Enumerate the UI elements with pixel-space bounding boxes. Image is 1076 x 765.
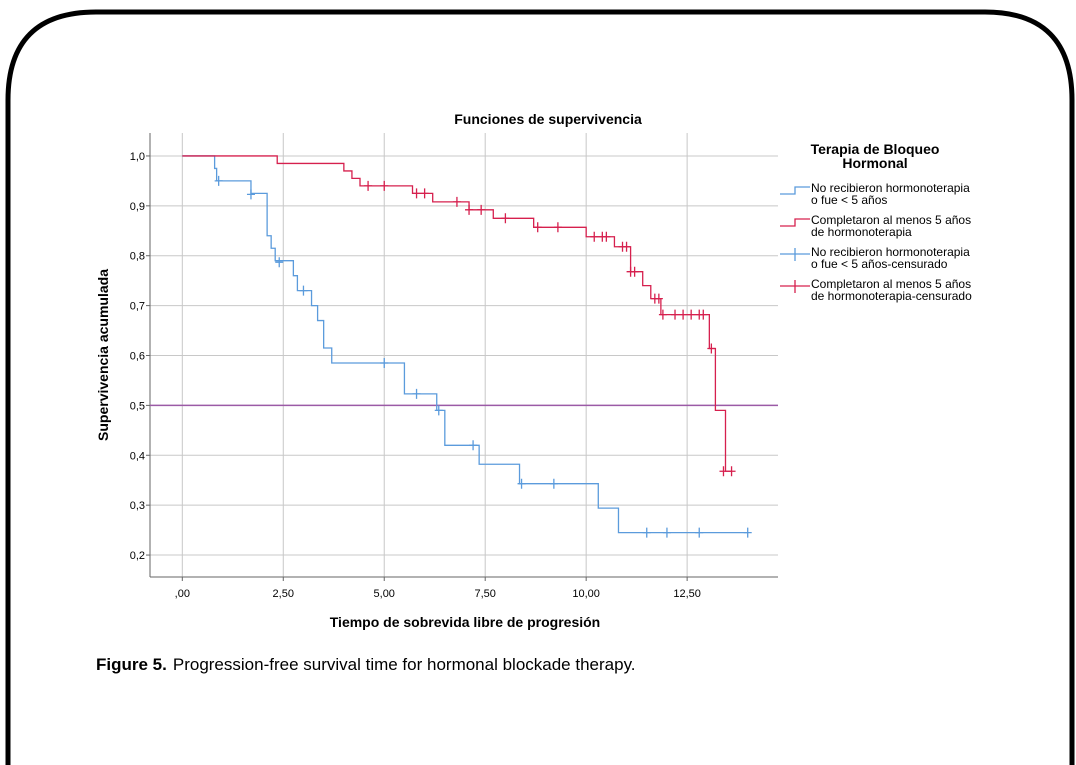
censor-mark	[549, 478, 558, 489]
legend-entry: No recibieron hormonoterapia o fue < 5 a…	[780, 246, 1070, 278]
x-axis-label: Tiempo de sobrevida libre de progresión	[330, 614, 600, 630]
censor-mark	[501, 213, 510, 224]
y-tick-label: 0,8	[130, 251, 145, 263]
censor-mark	[699, 309, 708, 320]
censor-mark	[727, 466, 736, 477]
legend: Terapia de Bloqueo Hormonal No recibiero…	[780, 142, 1070, 310]
y-tick-label: 0,7	[130, 301, 145, 313]
censor-mark	[679, 309, 688, 320]
censor-mark	[654, 293, 663, 304]
legend-label: Completaron al menos 5 años de hormonote…	[811, 277, 972, 303]
censor-mark	[671, 309, 680, 320]
censor-mark	[553, 222, 562, 233]
censor-mark	[246, 189, 255, 200]
y-tick-label: 0,4	[130, 450, 145, 462]
legend-symbol	[780, 186, 810, 195]
legend-entry: Completaron al menos 5 años de hormonote…	[780, 214, 1070, 246]
censor-mark	[533, 222, 542, 233]
survival-curve	[182, 155, 748, 534]
y-tick-label: 0,3	[130, 500, 145, 512]
legend-label: Completaron al menos 5 años de hormonote…	[811, 213, 972, 239]
censor-mark	[658, 309, 667, 320]
x-tick-label: 7,50	[474, 588, 495, 600]
censor-mark	[420, 188, 429, 199]
y-axis-label: Supervivencia acumulada	[95, 269, 111, 441]
censor-mark	[465, 204, 474, 215]
x-tick-label: 2,50	[273, 588, 294, 600]
x-tick-label: 5,00	[374, 588, 395, 600]
censor-mark	[214, 175, 223, 186]
censor-mark	[412, 388, 421, 399]
censor-mark	[622, 241, 631, 252]
censor-mark	[434, 405, 443, 416]
y-tick-label: 0,6	[130, 350, 145, 362]
legend-symbol	[780, 218, 810, 227]
censor-mark	[662, 527, 671, 538]
legend-line	[780, 280, 810, 293]
legend-label: No recibieron hormonoterapia o fue < 5 a…	[811, 181, 970, 207]
caption-label: Figure 5.	[96, 655, 167, 674]
censor-mark	[275, 257, 284, 268]
x-tick-label: 10,00	[572, 588, 600, 600]
x-tick-label: ,00	[175, 588, 190, 600]
legend-line	[780, 186, 810, 195]
legend-entry: No recibieron hormonoterapia o fue < 5 a…	[780, 182, 1070, 214]
x-tick-label: 12,50	[673, 588, 701, 600]
y-tick-label: 0,9	[130, 201, 145, 213]
rounded-border	[5, 9, 1075, 765]
y-tick-label: 0,5	[130, 400, 145, 412]
caption: Figure 5. Progression-free survival time …	[96, 655, 636, 675]
censor-mark	[380, 180, 389, 191]
censor-mark	[602, 231, 611, 242]
chart-title: Funciones de supervivencia	[454, 111, 642, 127]
caption-text: Progression-free survival time for hormo…	[172, 655, 636, 674]
censor-mark	[642, 527, 651, 538]
censor-mark	[743, 527, 752, 538]
legend-line	[780, 248, 810, 261]
censor-mark	[695, 527, 704, 538]
censor-mark	[364, 180, 373, 191]
censor-mark	[452, 196, 461, 207]
censor-mark	[707, 343, 716, 354]
legend-symbol	[780, 248, 810, 261]
censor-mark	[630, 266, 639, 277]
censor-mark	[380, 357, 389, 368]
censor-mark	[687, 309, 696, 320]
legend-symbol	[780, 280, 810, 293]
legend-line	[780, 218, 810, 227]
legend-title: Terapia de Bloqueo Hormonal	[810, 141, 940, 171]
censor-mark	[412, 188, 421, 199]
censor-mark	[299, 285, 308, 296]
legend-label: No recibieron hormonoterapia o fue < 5 a…	[811, 245, 970, 271]
censor-mark	[477, 204, 486, 215]
censor-mark	[469, 440, 478, 451]
y-tick-label: 0,2	[130, 550, 145, 562]
censor-mark	[719, 466, 728, 477]
censor-mark	[590, 231, 599, 242]
legend-entry: Completaron al menos 5 años de hormonote…	[780, 278, 1070, 310]
y-tick-label: 1,0	[130, 151, 145, 163]
censor-mark	[517, 478, 526, 489]
